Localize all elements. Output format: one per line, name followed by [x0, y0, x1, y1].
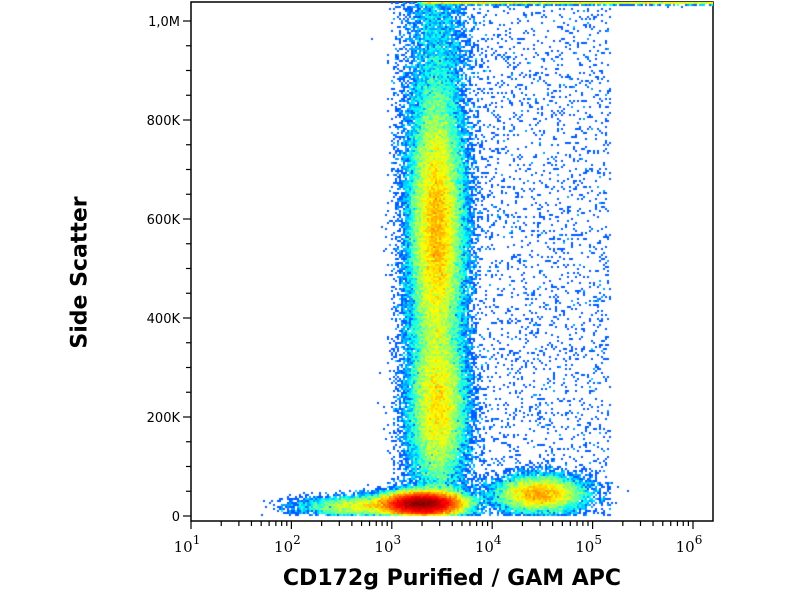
y-tick-label: 0 [172, 510, 180, 525]
x-tick-base: 10 [174, 538, 193, 556]
y-tick-label: 400K [147, 312, 181, 327]
density-canvas [191, 2, 713, 521]
x-axis-label: CD172g Purified / GAM APC [282, 566, 622, 591]
x-tick-exponent: 4 [494, 533, 502, 547]
x-tick-exponent: 1 [193, 533, 201, 547]
y-tick-label: 200K [147, 411, 181, 426]
x-tick-label: 103 [374, 533, 401, 556]
y-axis: 0 200K 400K 600K 800K 1,0M [147, 15, 191, 525]
x-tick-base: 10 [575, 538, 594, 556]
x-axis: 101 102 103 104 105 106 [174, 521, 703, 556]
x-tick-label: 105 [575, 533, 602, 556]
x-tick-label: 101 [174, 533, 201, 556]
x-tick-label: 106 [676, 533, 703, 556]
x-tick-exponent: 5 [594, 533, 602, 547]
y-axis-label: Side Scatter [67, 196, 93, 349]
x-tick-base: 10 [374, 538, 393, 556]
x-tick-base: 10 [475, 538, 494, 556]
y-tick-label: 1,0M [148, 15, 180, 30]
x-tick-label: 102 [274, 533, 301, 556]
x-tick-label: 104 [475, 533, 502, 556]
x-tick-exponent: 3 [394, 533, 402, 547]
x-tick-base: 10 [274, 538, 293, 556]
x-tick-exponent: 6 [695, 533, 703, 547]
y-tick-label: 600K [147, 213, 181, 228]
y-tick-label: 800K [147, 114, 181, 129]
x-tick-exponent: 2 [293, 533, 301, 547]
x-tick-base: 10 [676, 538, 695, 556]
